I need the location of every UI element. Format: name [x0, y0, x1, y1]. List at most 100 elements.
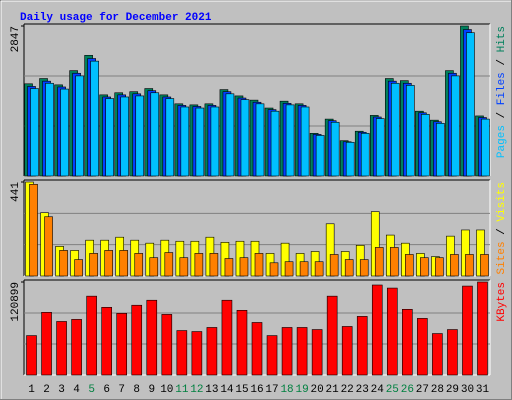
bar: [135, 95, 145, 177]
bar: [60, 88, 69, 177]
bar: [236, 310, 248, 376]
legend-entry: KBytes: [496, 282, 508, 322]
x-tick-label: 14: [220, 384, 234, 396]
x-tick-label: 23: [356, 384, 369, 396]
bar: [359, 259, 369, 277]
bar: [119, 250, 129, 277]
x-tick-label: 28: [431, 384, 444, 396]
bar: [481, 118, 490, 177]
bar: [311, 329, 323, 376]
x-tick-label: 16: [250, 384, 263, 396]
x-tick-label: 19: [295, 384, 308, 396]
x-tick-label: 9: [148, 384, 155, 396]
bar: [74, 259, 83, 277]
bar: [435, 257, 444, 277]
bar: [314, 261, 324, 277]
y-tick-label: 2847: [10, 26, 22, 52]
x-tick-label: 31: [476, 384, 490, 396]
legend-entry: Pages: [496, 125, 508, 158]
bar: [90, 60, 99, 177]
bar: [315, 135, 325, 177]
bar: [466, 32, 475, 177]
legend-separator: /: [496, 52, 508, 72]
bar: [206, 327, 218, 376]
bar: [149, 257, 159, 277]
bar: [477, 281, 488, 376]
bar: [29, 184, 38, 277]
y-tick-label: 441: [10, 182, 22, 202]
bar: [240, 99, 250, 177]
x-tick-label: 25: [386, 384, 399, 396]
bar: [371, 284, 383, 376]
bar: [300, 106, 310, 177]
bar: [432, 333, 443, 376]
bar: [266, 335, 278, 376]
x-tick-label: 27: [416, 384, 429, 396]
bar: [120, 96, 130, 177]
bar: [180, 106, 190, 177]
x-tick-label: 29: [446, 384, 459, 396]
x-tick-label: 22: [341, 384, 354, 396]
bar: [176, 330, 188, 376]
bar: [402, 309, 413, 376]
x-tick-label: 12: [190, 384, 203, 396]
legend-entry: Visits: [496, 182, 508, 222]
bar: [224, 258, 234, 277]
bar: [447, 329, 458, 376]
bar: [105, 98, 114, 177]
bar: [134, 253, 144, 277]
bar: [480, 254, 489, 277]
x-tick-label: 13: [205, 384, 218, 396]
bar: [374, 247, 384, 277]
bar: [161, 314, 173, 376]
bar: [131, 304, 143, 376]
bar: [345, 141, 355, 177]
legend: KBytes: [496, 282, 508, 322]
x-tick-label: 26: [401, 384, 414, 396]
legend-entry: Hits: [496, 26, 508, 52]
bar: [221, 299, 233, 376]
x-tick-label: 7: [118, 384, 125, 396]
bar: [421, 114, 430, 177]
bar: [71, 319, 82, 376]
bar: [375, 118, 385, 177]
bar: [101, 307, 112, 376]
legend: Sites / Visits: [496, 182, 508, 274]
x-tick-label: 3: [58, 384, 65, 396]
bar: [281, 327, 293, 376]
bar: [165, 98, 175, 177]
x-tick-label: 5: [88, 384, 95, 396]
bar: [45, 82, 54, 177]
bar: [390, 82, 400, 177]
bar: [41, 312, 52, 376]
x-tick-label: 2: [43, 384, 50, 396]
bar: [344, 259, 354, 277]
bar: [299, 261, 309, 277]
legend-separator: /: [496, 105, 508, 125]
x-tick-label: 18: [280, 384, 293, 396]
bar: [75, 75, 84, 177]
bar: [146, 299, 158, 376]
chart-title: Daily usage for December 2021: [20, 12, 212, 24]
bar: [417, 318, 428, 376]
x-tick-label: 30: [461, 384, 474, 396]
legend-entry: Sites: [496, 241, 508, 274]
legend-separator: /: [496, 222, 508, 242]
bar: [341, 326, 353, 376]
legend: Pages / Files / Hits: [496, 26, 508, 158]
bar: [150, 92, 160, 177]
bar: [255, 103, 265, 177]
bar: [360, 133, 370, 177]
bar: [209, 253, 219, 277]
x-tick-label: 17: [265, 384, 278, 396]
bar: [194, 253, 204, 277]
x-tick-label: 15: [235, 384, 248, 396]
bar: [389, 247, 399, 277]
bar: [450, 254, 459, 277]
bar: [326, 295, 338, 376]
bar: [195, 107, 205, 177]
bar: [451, 75, 460, 177]
bar: [116, 313, 128, 376]
x-tick-label: 10: [160, 384, 173, 396]
